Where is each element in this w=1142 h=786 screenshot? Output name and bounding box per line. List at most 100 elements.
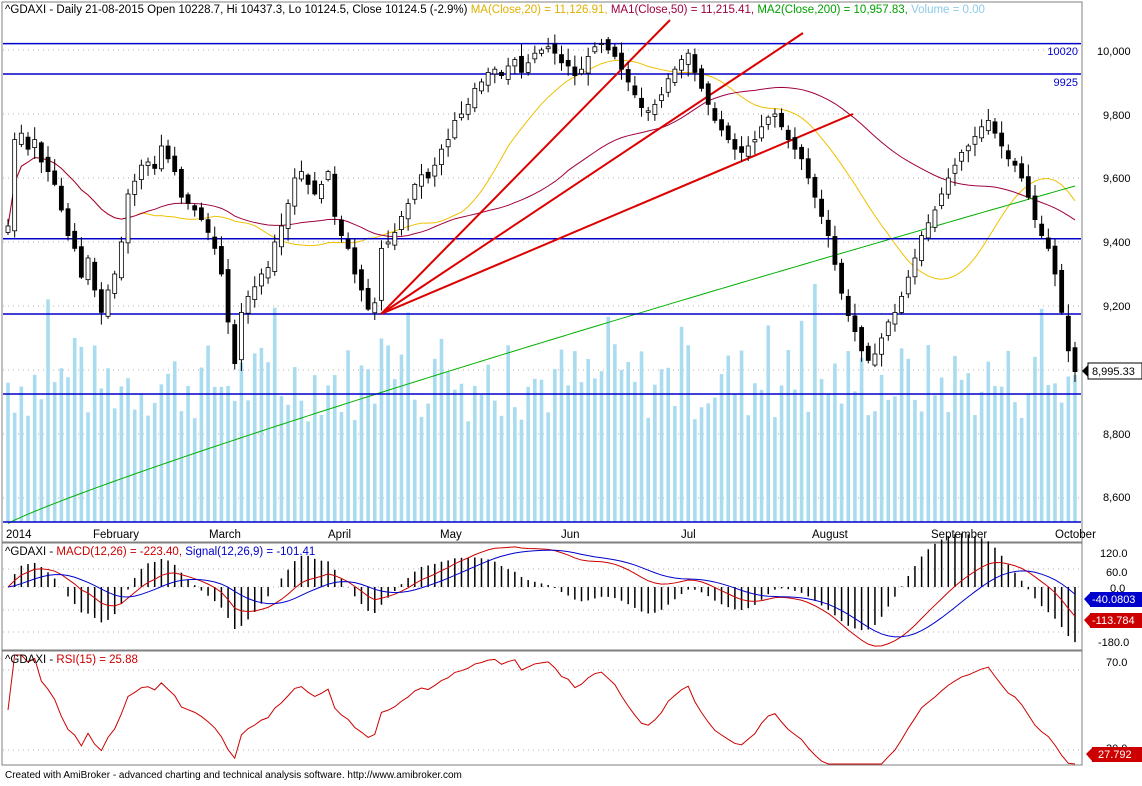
volume-bar xyxy=(686,345,691,522)
volume-bar xyxy=(539,379,544,522)
volume-bar xyxy=(819,379,824,522)
signal-value-arrow xyxy=(1084,593,1090,606)
candle-body xyxy=(572,66,578,77)
volume-bar xyxy=(866,415,871,522)
volume-bar xyxy=(853,391,857,522)
volume-bar xyxy=(212,386,217,522)
volume-bar xyxy=(92,345,97,522)
candle-body xyxy=(545,46,551,50)
candle-body xyxy=(152,163,158,169)
candle-body xyxy=(38,142,44,163)
candle-body xyxy=(512,59,518,67)
volume-bar xyxy=(26,415,30,522)
price-header: ^GDAXI - Daily 21-08-2015 Open 10228.7, … xyxy=(5,4,985,16)
candle-body xyxy=(392,231,398,246)
x-label: May xyxy=(440,529,462,541)
candle-body xyxy=(1052,245,1058,275)
candle-body xyxy=(899,295,905,313)
candle-body xyxy=(292,177,298,207)
macd-line xyxy=(7,546,1076,647)
candle-body xyxy=(245,295,251,314)
volume-bar xyxy=(306,421,310,522)
candle-body xyxy=(619,52,624,70)
volume-bar xyxy=(266,362,270,522)
candle-body xyxy=(58,185,64,211)
macd-value-label: -113.784 xyxy=(1092,615,1135,627)
candle-body xyxy=(852,315,858,333)
candle-body xyxy=(78,246,84,278)
volume-bar xyxy=(513,407,517,522)
volume-bar xyxy=(499,415,504,522)
volume-bar xyxy=(259,347,264,522)
candle-body xyxy=(5,225,11,233)
candle-body xyxy=(705,83,711,105)
candle-body xyxy=(32,139,38,148)
candle-body xyxy=(485,72,491,86)
y-tick-label: 9,800 xyxy=(1103,110,1131,122)
volume-bar xyxy=(72,337,77,522)
volume-bar xyxy=(573,351,577,522)
volume-bar xyxy=(379,338,384,522)
trend-line xyxy=(380,113,854,315)
volume-bar xyxy=(666,367,671,522)
candle-body xyxy=(218,246,224,275)
y-tick-label: 9,400 xyxy=(1103,237,1131,249)
candle-body xyxy=(465,104,471,115)
macd-value-tag xyxy=(1090,613,1142,628)
volume-bar xyxy=(1019,417,1024,522)
trend-lines xyxy=(380,19,854,315)
volume-bar xyxy=(79,346,84,522)
candle-body xyxy=(72,230,78,249)
candle-body xyxy=(925,222,931,239)
macd-y-axis: 120.0 60.0 0.0 -180.0 xyxy=(1098,548,1129,649)
volume-bar xyxy=(979,391,984,522)
candle-body xyxy=(679,59,684,71)
price-y-axis: 10,000 9,800 9,600 9,400 9,200 8,800 8,6… xyxy=(1097,46,1131,504)
candle-body xyxy=(645,110,651,113)
volume-bar xyxy=(639,351,644,522)
volume-readout: Volume = 0.00 xyxy=(911,4,985,16)
volume-bar xyxy=(939,377,944,522)
candle-body xyxy=(759,126,764,139)
volume-bar xyxy=(859,357,864,522)
candle-body xyxy=(905,276,911,295)
volume-bar xyxy=(486,364,490,522)
volume-bar xyxy=(239,362,244,522)
candle-body xyxy=(345,239,351,249)
ma200-line xyxy=(7,185,1076,525)
candle-body xyxy=(372,302,378,314)
volume-bar xyxy=(826,394,831,522)
volume-bar xyxy=(779,385,784,522)
candle-body xyxy=(599,43,604,45)
candle-body xyxy=(812,176,818,198)
candle-body xyxy=(739,146,744,153)
candle-body xyxy=(18,132,24,145)
rsi-readout: RSI(15) = 25.88 xyxy=(56,654,138,666)
volume-bar xyxy=(419,416,424,522)
volume-bar xyxy=(773,417,777,522)
x-label: September xyxy=(931,529,987,541)
candle-body xyxy=(999,132,1005,147)
candle-body xyxy=(305,174,311,185)
volume-bar xyxy=(433,358,437,522)
x-label: Jul xyxy=(681,529,696,541)
candle-body xyxy=(785,129,791,141)
candle-body xyxy=(819,198,824,217)
volume-bar xyxy=(959,379,964,522)
x-label: October xyxy=(1055,529,1096,541)
candle-body xyxy=(639,97,644,109)
candle-body xyxy=(265,267,271,279)
volume-bar xyxy=(766,325,771,522)
volume-bar xyxy=(139,393,144,522)
volume-bar xyxy=(366,369,370,522)
volume-bar xyxy=(226,385,230,522)
footer-credit: Created with AmiBroker - advanced charti… xyxy=(5,770,462,781)
candle-body xyxy=(479,81,484,92)
y-tick-label: 8,800 xyxy=(1103,429,1131,441)
volume-bar xyxy=(386,345,390,522)
volume-bar xyxy=(626,361,630,522)
volume-bar xyxy=(106,368,110,522)
volume-bar xyxy=(59,368,64,522)
candle-body xyxy=(359,269,364,291)
